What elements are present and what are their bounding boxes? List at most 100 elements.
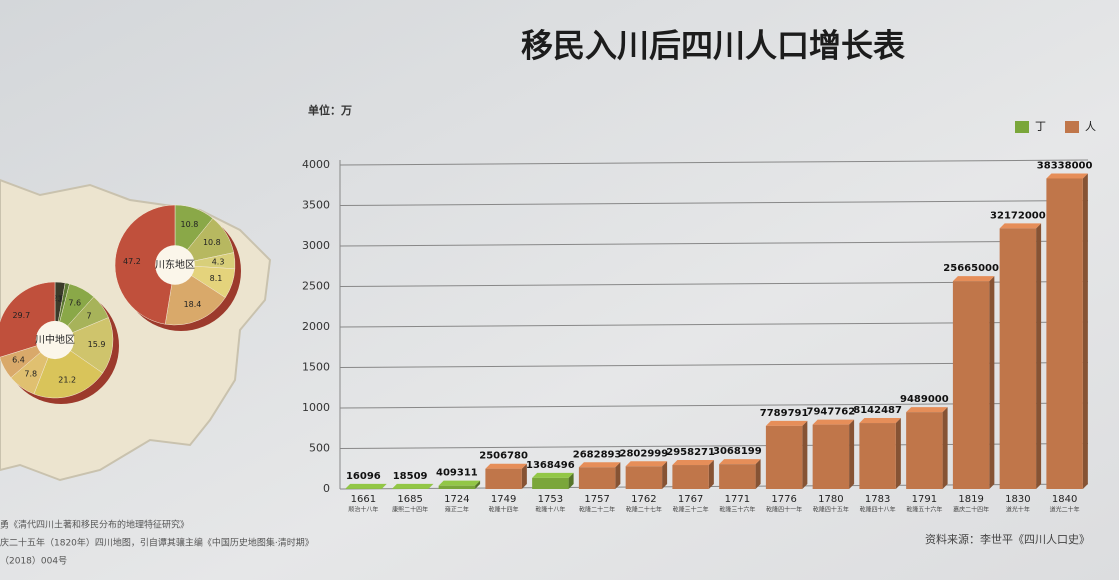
x-tick-label: 1780	[818, 494, 843, 505]
bar-side	[943, 407, 948, 489]
bar-top	[485, 464, 526, 469]
x-sublabel: 乾隆十八年	[535, 506, 565, 514]
x-tick-label: 1830	[1005, 494, 1030, 505]
x-sublabel: 康熙二十四年	[392, 506, 428, 514]
x-tick-label: 1661	[351, 494, 376, 505]
slice-label: 7.6	[68, 299, 81, 308]
bar	[672, 465, 708, 489]
x-sublabel: 乾隆三十六年	[719, 506, 755, 514]
bar	[579, 467, 615, 489]
x-sublabel: 乾隆三十二年	[673, 506, 709, 514]
value-label: 32172000	[990, 210, 1046, 221]
bar-top	[906, 407, 947, 412]
value-label: 16096	[346, 471, 381, 482]
bar	[485, 469, 521, 489]
bar-top	[859, 418, 900, 423]
x-tick-label: 1757	[584, 494, 609, 505]
bar-top	[532, 473, 573, 478]
slice-label: 15.9	[88, 340, 106, 349]
value-label: 2506780	[479, 451, 528, 462]
bar-side	[849, 420, 854, 489]
value-label: 9489000	[900, 394, 949, 405]
slice-label: 7.8	[24, 370, 37, 379]
bar-top	[766, 421, 807, 426]
bar-top	[1046, 173, 1087, 178]
note: 庆二十五年（1820年）四川地图，引自谭其骧主编《中国历史地图集·清时期》	[0, 537, 314, 549]
bar-top	[813, 420, 854, 425]
bar	[859, 423, 895, 489]
value-label: 3068199	[713, 446, 762, 457]
bar-top	[953, 276, 994, 281]
x-tick-label: 1767	[678, 494, 703, 505]
legend-swatch	[1015, 121, 1029, 133]
bar	[953, 281, 989, 489]
x-tick-label: 1771	[725, 494, 750, 505]
x-sublabel: 道光十年	[1006, 506, 1030, 514]
bar-side	[1036, 223, 1041, 489]
value-label: 25665000	[943, 263, 999, 274]
bar	[626, 466, 662, 489]
bar-top	[439, 481, 480, 486]
bar-side	[989, 276, 994, 489]
bar-top	[672, 460, 713, 465]
bar	[532, 478, 568, 489]
value-label: 409311	[436, 468, 478, 479]
x-tick-label: 1753	[538, 494, 563, 505]
x-sublabel: 乾隆四十八年	[860, 506, 896, 514]
slice-label: 10.8	[203, 238, 221, 247]
bar	[1000, 228, 1036, 489]
x-tick-label: 1762	[631, 494, 656, 505]
source: 资料来源：李世平《四川人口史》	[925, 532, 1090, 546]
unit-label: 单位：万	[308, 103, 352, 117]
y-tick-label: 1500	[302, 361, 330, 374]
y-tick-label: 500	[309, 442, 330, 455]
x-tick-label: 1840	[1052, 494, 1077, 505]
y-tick-label: 2500	[302, 280, 330, 293]
y-tick-label: 0	[323, 482, 330, 495]
x-sublabel: 道光二十年	[1050, 506, 1080, 514]
bar-top	[345, 484, 386, 489]
y-tick-label: 2000	[302, 320, 330, 333]
x-sublabel: 乾隆十四年	[489, 506, 519, 514]
x-tick-label: 1776	[771, 494, 796, 505]
y-tick-label: 4000	[302, 158, 330, 171]
bar-top	[1000, 223, 1041, 228]
bar-side	[896, 418, 901, 489]
value-label: 7789791	[760, 408, 809, 419]
value-label: 8142487	[853, 405, 902, 416]
x-tick-label: 1791	[912, 494, 937, 505]
x-sublabel: 雍正二年	[445, 506, 469, 514]
bar-top	[626, 461, 667, 466]
x-sublabel: 乾隆二十七年	[626, 506, 662, 514]
y-tick-label: 3000	[302, 239, 330, 252]
x-tick-label: 1685	[397, 494, 422, 505]
note: （2018）004号	[0, 556, 67, 567]
slice-label: 8.1	[210, 274, 223, 283]
slice-label: 21.2	[58, 375, 76, 384]
x-tick-label: 1819	[958, 494, 983, 505]
bar-top	[719, 459, 760, 464]
x-sublabel: 乾隆四十五年	[813, 506, 849, 514]
slice-label: 18.4	[184, 300, 202, 309]
bar-top	[579, 462, 620, 467]
x-sublabel: 乾隆四十一年	[766, 506, 802, 514]
x-sublabel: 乾隆二十二年	[579, 506, 615, 514]
bar	[719, 464, 755, 489]
value-label: 2958271	[666, 447, 715, 458]
legend-label: 人	[1085, 120, 1096, 133]
value-label: 38338000	[1037, 160, 1093, 171]
x-sublabel: 顺治十八年	[348, 506, 378, 514]
chart-title: 移民入川后四川人口增长表	[521, 27, 905, 65]
value-label: 7947762	[807, 407, 856, 418]
legend-label: 丁	[1035, 120, 1046, 133]
bar-side	[802, 421, 807, 489]
legend-swatch	[1065, 121, 1079, 133]
slice-label: 6.4	[12, 356, 25, 365]
x-sublabel: 嘉庆二十四年	[953, 506, 989, 514]
bar-side	[1083, 173, 1088, 489]
pie-title: 川中地区	[35, 333, 75, 346]
bar	[906, 412, 942, 489]
value-label: 2682893	[573, 449, 622, 460]
bar	[1046, 178, 1082, 489]
